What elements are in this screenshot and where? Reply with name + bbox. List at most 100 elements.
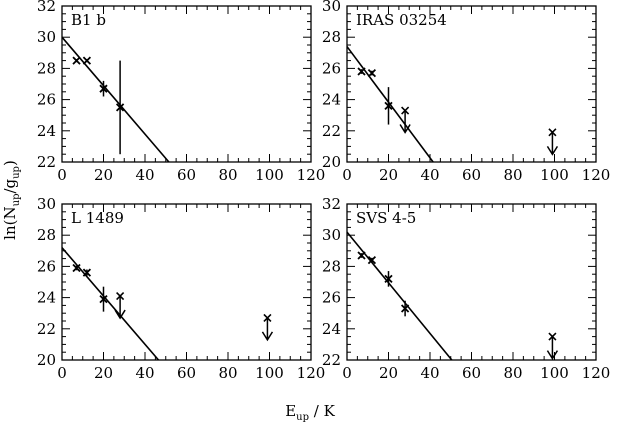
data-point [99,286,108,312]
x-tick-label: 100 [255,166,284,184]
x-tick-label: 20 [379,166,398,184]
plot-frame [346,5,597,163]
y-tick-label: 30 [37,28,56,46]
data-point [115,60,125,155]
x-tick-label: 80 [503,364,522,382]
y-tick-label: 22 [37,320,56,338]
y-tick-label: 32 [37,0,56,15]
y-tick-label: 24 [37,122,56,140]
x-tick-label: 80 [503,166,522,184]
point-marker [115,103,125,112]
y-axis-title-sub2: up [11,166,22,179]
x-tick-label: 120 [582,166,611,184]
x-tick-label: 60 [462,364,481,382]
upper-limit [399,106,411,134]
upper-limit [546,332,559,361]
x-tick-label: 20 [379,364,398,382]
x-axis-title-main: E [285,402,296,420]
y-tick-label: 28 [322,257,341,275]
data-point [367,68,377,78]
upper-limit-arrow [261,317,274,342]
y-tick-label: 22 [37,153,56,171]
data-point [82,268,92,277]
panel-4: 0 20 40 60 80 100 120 22 24 26 28 30 32 SVS 4-5 [322,195,610,382]
x-tick-label: 40 [420,166,439,184]
panel-1: 0 20 40 60 80 100 120 22 24 26 28 30 32 B1 b [37,0,325,184]
data-point [72,56,81,65]
point-marker [357,67,366,76]
y-tick-label: 24 [37,289,56,307]
x-tick-label: 40 [135,166,154,184]
y-tick-label: 28 [322,28,341,46]
y-tick-label: 20 [322,153,341,171]
y-tick-label: 32 [322,195,341,213]
panel-title: IRAS 03254 [356,11,447,29]
y-axis-title-mid: /g [1,178,19,193]
x-tick-label: 40 [135,364,154,382]
point-marker [72,263,81,273]
point-marker [384,274,393,284]
panel-title: B1 b [71,11,106,29]
point-marker [99,295,108,304]
y-tick-label: 28 [37,59,56,77]
upper-limit [261,313,274,342]
x-tick-label: 80 [218,166,237,184]
x-axis-title: Eup / K [285,402,335,423]
point-marker [357,251,366,260]
panel-title: SVS 4-5 [356,209,416,227]
point-marker [82,268,92,277]
x-axis-title-sub: up [296,412,309,423]
fit-line [346,231,453,361]
y-tick-label: 28 [37,226,56,244]
x-tick-label: 100 [255,364,284,382]
x-tick-label: 60 [177,166,196,184]
x-tick-label: 60 [462,166,481,184]
y-axis-title-sub1: up [11,194,22,207]
upper-limit [114,291,126,320]
y-axis-title-end: ) [1,160,19,166]
y-tick-label: 24 [322,320,341,338]
y-tick-label: 22 [322,122,341,140]
data-point [72,263,81,273]
data-point [384,271,393,287]
x-tick-label: 100 [540,166,569,184]
point-marker [367,256,377,265]
y-tick-label: 20 [37,351,56,369]
upper-limit-arrow [114,296,126,320]
data-point [357,67,366,76]
plot-frame [61,203,312,361]
panel-title: L 1489 [71,209,124,227]
y-tick-label: 22 [322,351,341,369]
x-tick-label: 120 [297,364,326,382]
x-tick-label: 120 [297,166,326,184]
x-tick-label: 0 [57,364,67,382]
y-tick-label: 26 [322,289,341,307]
x-tick-label: 0 [342,364,352,382]
data-point [357,251,366,260]
y-tick-label: 30 [322,226,341,244]
point-marker [367,68,377,78]
x-axis-title-end: / K [309,402,336,420]
y-tick-label: 24 [322,91,341,109]
x-tick-label: 120 [582,364,611,382]
x-tick-label: 20 [94,364,113,382]
y-axis-title: ln(Nup/gup) [1,160,22,240]
point-marker [99,84,108,93]
y-tick-label: 26 [37,257,56,275]
upper-limit-arrow [399,110,411,134]
plot-frame [346,203,597,361]
data-point [400,300,410,317]
y-tick-label: 26 [322,59,341,77]
upper-limit-arrow [546,336,559,361]
y-tick-label: 26 [37,91,56,109]
y-tick-label: 30 [37,195,56,213]
x-tick-label: 100 [540,364,569,382]
point-marker [384,101,393,110]
upper-limit-arrow [546,132,559,156]
point-marker [72,56,81,65]
data-point [384,87,393,125]
